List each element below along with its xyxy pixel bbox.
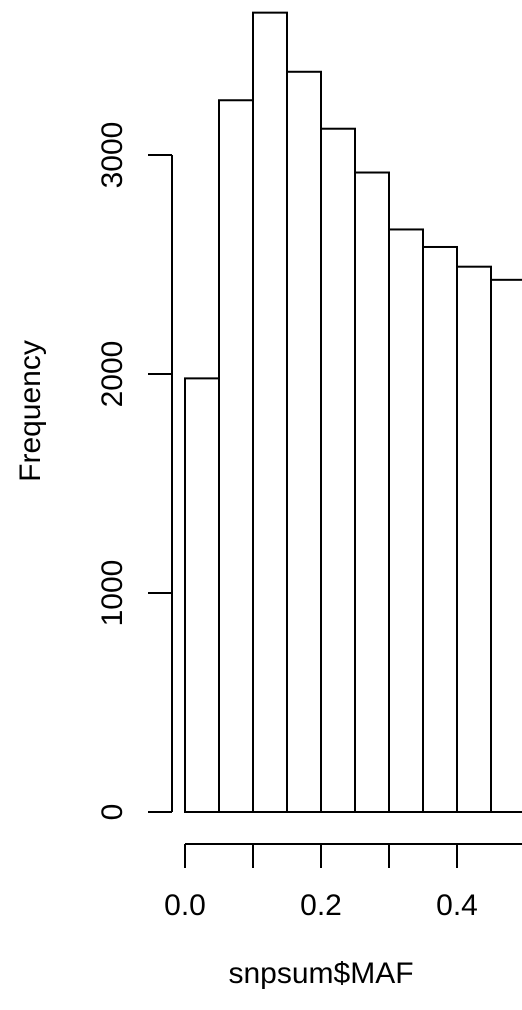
y-axis: 0 1000 2000 3000 [96, 122, 173, 821]
histogram-bar-5 [354, 171, 390, 813]
histogram-bar-1 [218, 99, 254, 813]
y-tick-label-0: 0 [96, 804, 129, 821]
histogram-bar-7 [422, 245, 458, 814]
histogram-bar-8 [456, 265, 492, 813]
y-axis-title: Frequency [14, 340, 47, 482]
x-tick-label-4: 0.4 [436, 889, 478, 922]
y-tick-label-2: 2000 [96, 341, 129, 408]
y-tick-label-1: 1000 [96, 560, 129, 627]
bars-layer [184, 11, 522, 814]
histogram-bar-4 [320, 127, 356, 814]
x-axis: 0.0 0.2 0.4 [164, 843, 522, 922]
histogram-bar-2 [252, 11, 288, 813]
y-tick-label-3: 3000 [96, 122, 129, 189]
histogram-bar-3 [286, 70, 322, 813]
x-tick-label-0: 0.0 [164, 889, 206, 922]
x-tick-label-2: 0.2 [300, 889, 342, 922]
histogram-bar-0 [184, 377, 220, 813]
histogram-bar-9 [490, 278, 522, 813]
x-axis-title: snpsum$MAF [228, 957, 413, 990]
histogram-bar-6 [388, 228, 424, 813]
